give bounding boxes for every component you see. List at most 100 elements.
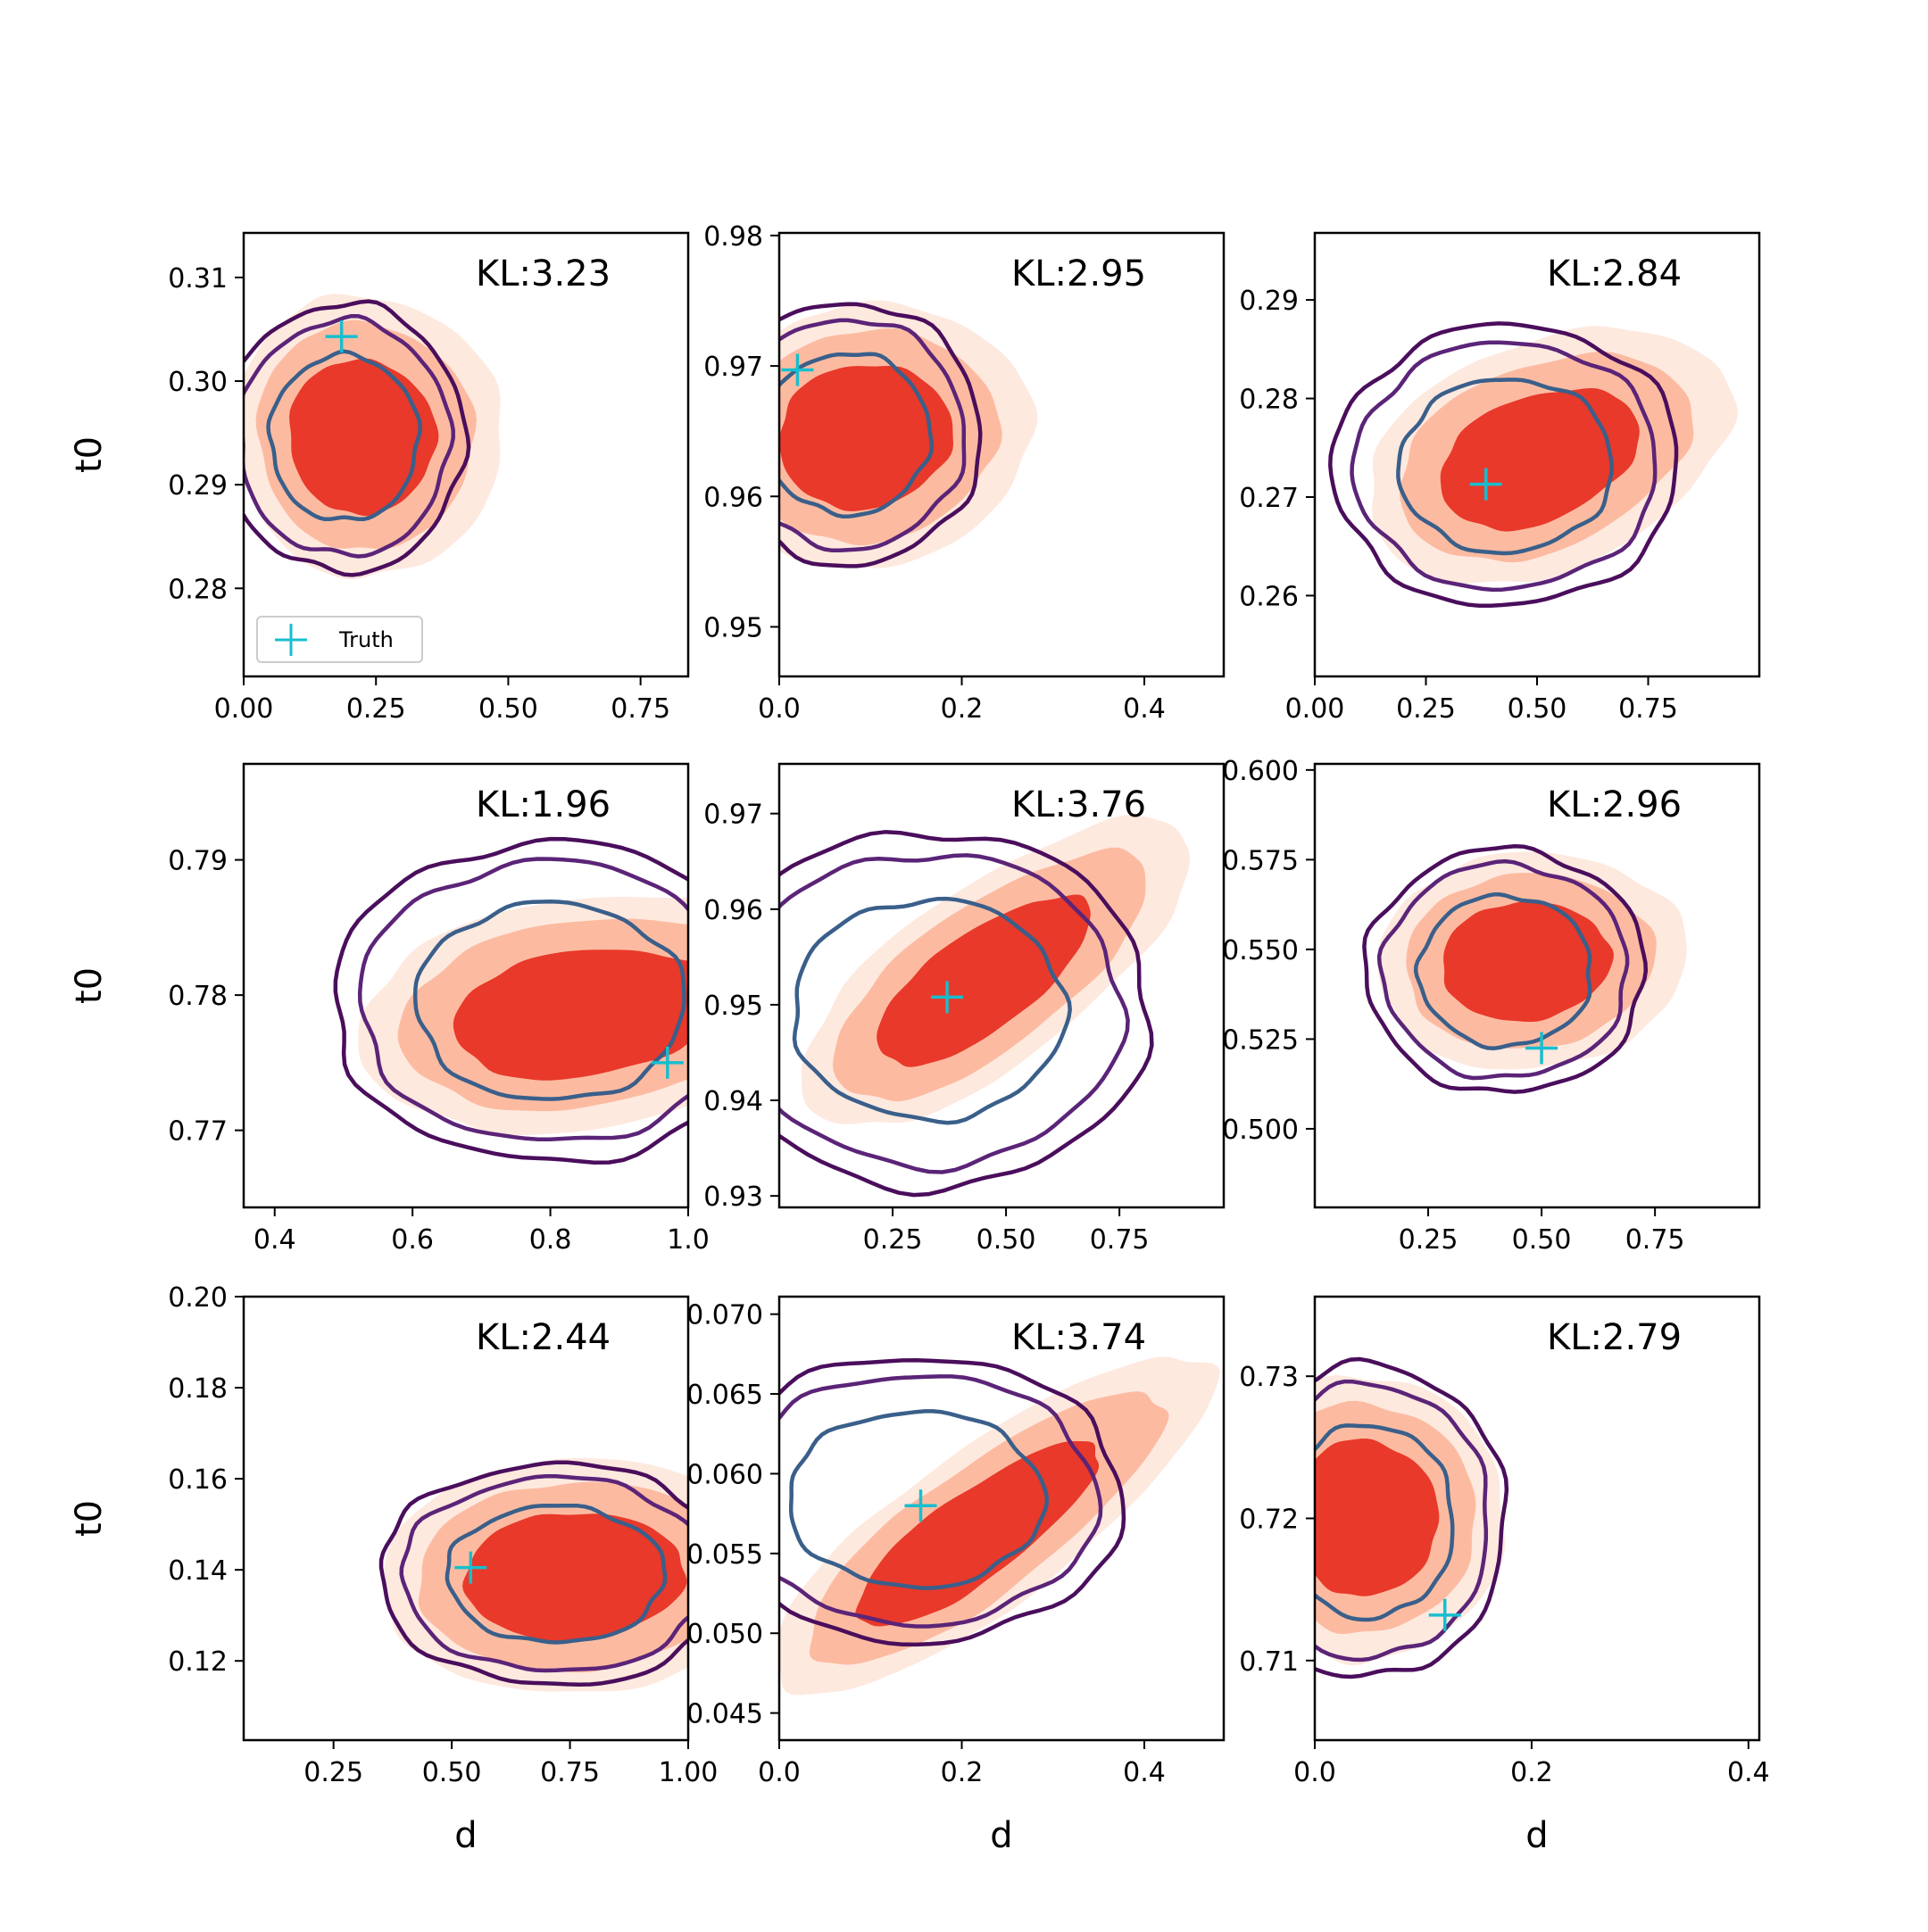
x-tick-label: 0.4: [253, 1224, 296, 1256]
subplot-4: 0.4 0.6 0.8 1.0 0.77 0.78 0.79 KL:1.96 t0: [69, 762, 710, 1256]
contour-line-2: [779, 853, 1130, 1174]
x-tick-label: 0.0: [758, 693, 801, 725]
kl-annotation: KL:3.76: [1011, 784, 1146, 825]
x-axis-label: d: [990, 1815, 1012, 1856]
subplot-9: 0.0 0.2 0.4 0.71 0.72 0.73 KL:2.79 d: [1239, 1295, 1770, 1856]
contour-line-1: [1413, 892, 1592, 1051]
y-axis-label: t0: [69, 1500, 110, 1537]
truth-marker: [931, 981, 964, 1014]
kl-annotation: KL:3.23: [476, 253, 611, 294]
truth-marker: [781, 353, 814, 386]
y-axis-label: t0: [69, 436, 110, 473]
contour-line-2: [1376, 858, 1630, 1081]
x-axis-label: d: [1525, 1815, 1548, 1856]
y-tick-label: 0.29: [168, 470, 228, 502]
truth-marker: [651, 1046, 684, 1079]
contour-line-2: [357, 857, 688, 1142]
x-tick-label: 0.25: [346, 693, 406, 725]
x-tick-label: 0.00: [214, 693, 274, 725]
contour-line-1: [266, 349, 423, 522]
y-tick-label: 0.070: [686, 1300, 763, 1331]
truth-marker: [1428, 1598, 1461, 1631]
x-tick-label: 0.75: [1618, 693, 1678, 725]
contour-line-1: [445, 1503, 668, 1645]
plot-area: [1362, 844, 1687, 1094]
contour-line-3: [333, 836, 688, 1165]
x-axis-label: d: [454, 1815, 477, 1856]
x-tick-label: 0.4: [1123, 693, 1166, 725]
x-tick-label: 0.25: [1399, 1224, 1458, 1256]
y-tick-label: 0.73: [1239, 1362, 1299, 1393]
subplot-8: 0.0 0.2 0.4 0.045 0.050 0.055 0.060 0.065 0.070 K…: [686, 1295, 1226, 1856]
y-tick-label: 0.96: [703, 895, 763, 926]
density-fill-level-3: [1440, 387, 1640, 532]
y-tick-label: 0.94: [703, 1086, 763, 1117]
x-tick-label: 0.6: [391, 1224, 434, 1256]
axes-frame: [1313, 762, 1761, 1209]
contour-line-3: [779, 830, 1154, 1198]
y-tick-label: 0.055: [686, 1539, 763, 1571]
density-fill-level-3: [453, 949, 688, 1081]
axes-frame: [777, 762, 1226, 1209]
legend: Truth: [256, 616, 423, 663]
truth-marker: [454, 1551, 487, 1584]
contour-line-3: [378, 1460, 688, 1687]
x-tick-label: 0.50: [1512, 1224, 1572, 1256]
x-tick-label: 0.8: [529, 1224, 572, 1256]
contour-line-2: [779, 1374, 1103, 1629]
contour-line-3: [1362, 844, 1649, 1094]
subplot-6: 0.25 0.50 0.75 0.500 0.525 0.550 0.575 0.600 KL:…: [1222, 756, 1761, 1256]
x-tick-label: 0.75: [1625, 1224, 1685, 1256]
truth-marker: [1469, 468, 1502, 501]
y-tick-label: 0.98: [703, 221, 763, 253]
plot-area: [1328, 321, 1738, 609]
contour-line-3: [1328, 321, 1679, 609]
y-tick-label: 0.27: [1239, 483, 1299, 514]
contour-line-2: [244, 313, 455, 559]
contour-line-3: [779, 302, 983, 568]
y-tick-label: 0.97: [703, 800, 763, 831]
truth-marker: [325, 320, 358, 353]
kl-annotation: KL:1.96: [476, 784, 611, 825]
y-tick-label: 0.575: [1222, 845, 1299, 876]
plot-area: [779, 300, 1038, 568]
x-tick-label: 0.75: [540, 1757, 600, 1788]
y-tick-label: 0.16: [168, 1464, 228, 1496]
subplot-5: 0.25 0.50 0.75 0.93 0.94 0.95 0.96 0.97 KL:3.76: [703, 762, 1226, 1256]
contour-line-3: [244, 299, 471, 577]
y-tick-label: 0.78: [168, 981, 228, 1012]
subplot-3: 0.00 0.25 0.50 0.75 0.26 0.27 0.28 0.29 KL:2.84: [1239, 231, 1761, 725]
y-tick-label: 0.79: [168, 846, 228, 877]
contour-line-2: [779, 318, 967, 553]
x-tick-label: 0.00: [1285, 693, 1345, 725]
axes-frame: [242, 231, 690, 678]
x-tick-label: 0.25: [863, 1224, 923, 1256]
y-tick-label: 0.28: [1239, 385, 1299, 416]
contour-line-1: [788, 1409, 1050, 1590]
plot-area: [779, 1356, 1220, 1696]
x-tick-label: 0.50: [1508, 693, 1567, 725]
y-tick-label: 0.26: [1239, 581, 1299, 612]
axes-frame: [242, 762, 690, 1209]
density-fill-level-3: [289, 358, 439, 517]
contour-line-1: [792, 896, 1072, 1125]
y-tick-label: 0.525: [1222, 1024, 1299, 1056]
y-tick-label: 0.045: [686, 1699, 763, 1730]
y-tick-label: 0.20: [168, 1282, 228, 1314]
y-tick-label: 0.93: [703, 1182, 763, 1213]
x-tick-label: 0.2: [941, 1757, 984, 1788]
kl-annotation: KL:2.44: [476, 1317, 611, 1358]
kl-annotation: KL:2.96: [1547, 784, 1682, 825]
plot-area: [378, 1457, 688, 1692]
contour-line-1: [412, 900, 686, 1101]
contour-line-1: [1315, 1423, 1455, 1622]
y-tick-label: 0.050: [686, 1619, 763, 1650]
y-tick-label: 0.97: [703, 352, 763, 383]
density-fill-level-3: [779, 366, 953, 511]
y-tick-label: 0.500: [1222, 1115, 1299, 1146]
y-tick-label: 0.14: [168, 1555, 228, 1587]
x-tick-label: 0.75: [1090, 1224, 1150, 1256]
kl-annotation: KL:2.95: [1011, 253, 1146, 294]
